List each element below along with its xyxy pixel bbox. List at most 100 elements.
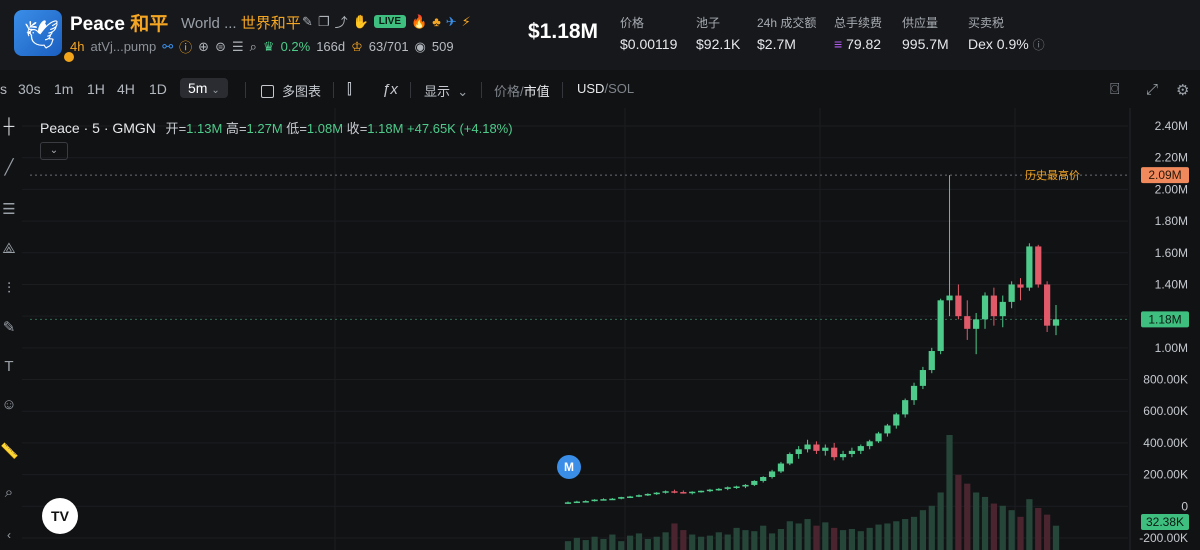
trendline-icon[interactable]: ╱ [4, 159, 14, 176]
help-icon[interactable]: ⓘ [1032, 38, 1045, 52]
volume-bar [1008, 510, 1015, 550]
zoom-icon[interactable]: ⌕ [4, 484, 14, 501]
migration-marker[interactable]: M [557, 455, 581, 479]
network-icon[interactable]: ⚯ [162, 38, 174, 54]
candle-body [919, 370, 927, 386]
timeframe-1d[interactable]: 1D [149, 81, 167, 97]
timeframe-5m-dropdown[interactable]: 5m ⌄ [180, 78, 228, 98]
volume-bar [893, 521, 900, 550]
currency-usd-label[interactable]: USD [577, 81, 605, 96]
stat-volume-value: $2.7M [757, 36, 796, 52]
candle-body [680, 492, 687, 494]
copy-icon[interactable]: ❐ [317, 13, 330, 29]
search-icon[interactable]: ⌕ [249, 38, 257, 54]
fib-icon[interactable]: ☰ [2, 201, 16, 218]
candle-type-icon[interactable]: ⫿ [347, 81, 352, 98]
indicators-icon[interactable]: ƒx [382, 81, 398, 98]
timeframe-1h[interactable]: 1H [87, 81, 105, 97]
token-address[interactable]: atVj...pump [90, 39, 157, 54]
volume-bar [795, 523, 802, 550]
timeframe-s[interactable]: s [0, 81, 7, 97]
telegram-icon[interactable]: ✈ [445, 13, 457, 29]
list-icon[interactable]: ⊜ [215, 38, 226, 54]
timeframe-5m-label: 5m [188, 80, 208, 96]
projection-icon[interactable]: ⫶ [7, 280, 11, 297]
display-dropdown[interactable]: 显示 ⌄ [424, 81, 468, 100]
timeframe-30s[interactable]: 30s [18, 81, 41, 97]
token-age: 4h [70, 39, 85, 54]
hand-icon[interactable]: ✋ [352, 13, 369, 29]
y-tick-label: 1.60M [1155, 246, 1188, 260]
crosshair-icon[interactable]: ┼ [3, 118, 15, 135]
candle-body [591, 499, 598, 502]
brush-icon[interactable]: ✎ [2, 319, 16, 336]
text-tool-icon[interactable]: T [4, 358, 14, 375]
volume-bar [618, 541, 625, 550]
price-toggle-label[interactable]: 价格 [494, 84, 521, 99]
ruler-icon[interactable]: 📏 [0, 443, 19, 460]
legend-high-value: 1.27M [246, 121, 283, 136]
candle-body [786, 454, 793, 464]
candle-body [937, 300, 944, 352]
symbol-text: Peace [70, 14, 125, 35]
candle-body [1008, 284, 1015, 302]
market-cap-big: $1.18M [528, 20, 599, 43]
legend-high-label: 高 [225, 121, 239, 136]
candle-body [662, 491, 669, 493]
fullscreen-icon[interactable]: ⤢ [1146, 81, 1159, 98]
volume-bar [591, 536, 598, 550]
last-price-text: 1.18M [1148, 312, 1181, 326]
globe-icon[interactable]: ⊕ [198, 38, 210, 54]
y-tick-label: 1.00M [1155, 341, 1188, 355]
volume-bar [751, 531, 758, 550]
multi-chart-toggle[interactable]: 多图表 [261, 81, 321, 100]
legend-open-label: 开 [165, 121, 179, 136]
candle-body [706, 489, 714, 492]
volume-bar [973, 492, 980, 550]
toolbar-divider [481, 82, 482, 98]
candle-body [582, 501, 589, 503]
price-mcap-toggle[interactable]: 价格/市值 [494, 84, 550, 99]
stat-tax-value: Dex 0.9% ⓘ [968, 36, 1045, 53]
ath-price-tag [1141, 167, 1189, 184]
emoji-icon[interactable]: ☺ [1, 396, 17, 413]
volume-bar [831, 527, 838, 550]
candle-body [973, 319, 980, 329]
header-actions: ✎ ❐ ⤴ ✋ LIVE 🔥 ♣ ✈ ⚡ [302, 12, 471, 31]
token-logo[interactable]: 🕊 [14, 10, 76, 64]
volume-bar [662, 532, 669, 550]
warning-icon[interactable]: ⓘ [179, 40, 193, 55]
chart-area[interactable]: 2.40M2.20M2.00M1.80M1.60M1.40M1.20M1.00M… [0, 108, 1200, 550]
display-label: 显示 [424, 84, 451, 99]
volume-bar [955, 474, 962, 550]
volume-bar [946, 435, 953, 550]
candle-body [831, 447, 838, 458]
currency-toggle[interactable]: USD/SOL [577, 81, 635, 96]
mcap-toggle-label[interactable]: 市值 [523, 84, 550, 99]
timeframe-1m[interactable]: 1m [54, 81, 74, 97]
legend-collapse-button[interactable]: ⌄ [40, 142, 68, 160]
timeframe-4h[interactable]: 4H [117, 81, 135, 97]
legend-title: Peace · 5 · GMGN [40, 120, 156, 136]
volume-bar [857, 531, 864, 550]
chat-icon[interactable]: ☰ [231, 38, 244, 54]
candle-body [857, 446, 864, 451]
stat-fees: 总手续费 ≡ 79.82 [834, 14, 882, 52]
candlestick-chart[interactable]: 2.40M2.20M2.00M1.80M1.60M1.40M1.20M1.00M… [0, 108, 1200, 550]
share-icon[interactable]: ⤴ [334, 15, 348, 30]
stat-price-value: $0.00119 [620, 36, 678, 52]
pattern-icon[interactable]: ⟁ [2, 240, 16, 257]
drawing-toolbar: ┼ ╱ ☰ ⟁ ⫶ ✎ T ☺ 📏 ⌕ ‹ [0, 108, 22, 550]
edit-icon[interactable]: ✎ [302, 13, 313, 29]
stat-supply-value: 995.7M [902, 36, 949, 52]
collapse-left-icon[interactable]: ‹ [7, 528, 11, 542]
settings-gear-icon[interactable]: ⚙ [1176, 82, 1190, 99]
currency-sol-label[interactable]: SOL [608, 81, 635, 96]
candle-body [733, 486, 740, 488]
token-meta-row: 4h atVj...pump ⚯ ⓘ ⊕ ⊜ ☰ ⌕ ♛ 0.2% 166d ♔… [70, 37, 454, 56]
y-tick-label: 1.40M [1155, 277, 1188, 291]
candle-body [697, 490, 705, 493]
volume-bar [760, 525, 767, 550]
camera-icon[interactable]: ⌼ [1110, 81, 1120, 98]
tradingview-logo[interactable]: TV [42, 498, 78, 534]
